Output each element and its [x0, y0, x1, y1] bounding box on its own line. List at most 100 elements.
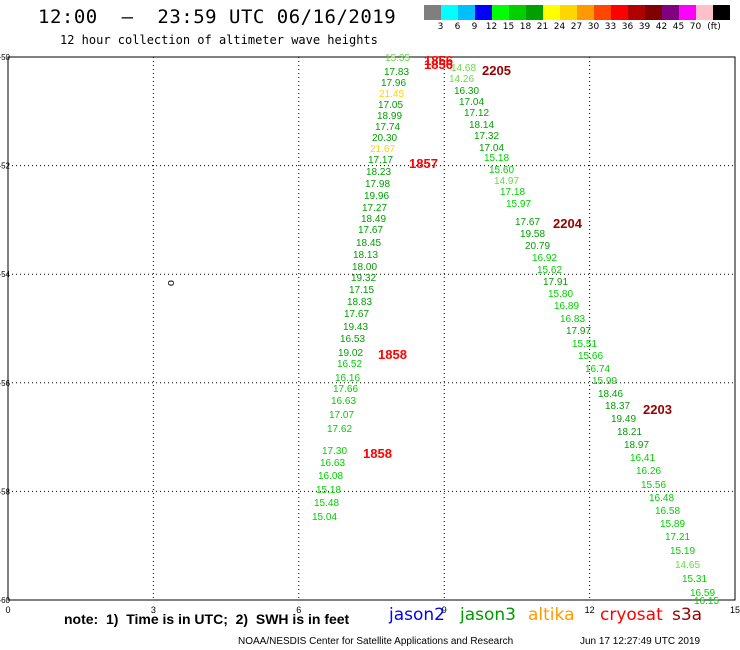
color-scale-label: 6	[454, 22, 461, 32]
track-right-value: 16.89	[554, 301, 579, 312]
color-scale-label: 9	[471, 22, 478, 32]
legend-jason3: jason3	[460, 605, 516, 625]
track-left-value: 17.17	[368, 155, 393, 166]
color-swatch	[713, 5, 730, 20]
color-scale-label: 12	[485, 22, 498, 32]
track-left-value: 21.45	[379, 89, 404, 100]
track-right-value: 16.92	[532, 253, 557, 264]
y-tick-label: -52	[0, 162, 11, 171]
color-scale-label: 30	[587, 22, 600, 32]
color-swatch	[645, 5, 662, 20]
color-swatch	[458, 5, 475, 20]
color-swatch	[611, 5, 628, 20]
track-right-value: 15.99	[592, 376, 617, 387]
color-swatch	[475, 5, 492, 20]
track-right-value: 17.91	[543, 277, 568, 288]
track-left-value: 15.04	[312, 512, 337, 523]
color-swatch	[509, 5, 526, 20]
track-left-value: 16.16	[335, 373, 360, 384]
track-right-value: 15.18	[484, 153, 509, 164]
track-right-value: 16.74	[585, 364, 610, 375]
track-left-value: 15.35	[385, 53, 410, 64]
page-title: 12:00 – 23:59 UTC 06/16/2019	[38, 6, 397, 28]
color-scale-label: 42	[655, 22, 668, 32]
y-tick-label: -54	[0, 270, 11, 279]
time-label: 1858	[378, 347, 407, 362]
track-left-value: 16.52	[337, 359, 362, 370]
track-left-value: 17.67	[344, 309, 369, 320]
track-left-value: 18.00	[352, 262, 377, 273]
station-marker: o	[165, 280, 177, 286]
legend-jason2: jason2	[389, 605, 445, 625]
track-left-value: 18.49	[361, 214, 386, 225]
color-swatch	[560, 5, 577, 20]
color-scale-label: 3	[437, 22, 444, 32]
track-left-value: 17.05	[378, 100, 403, 111]
time-label: 1856	[424, 53, 453, 68]
x-tick-label: 15	[730, 605, 740, 615]
track-left-value: 20.30	[372, 133, 397, 144]
color-scale-unit: (ft)	[707, 22, 721, 32]
track-right-value: 18.21	[617, 427, 642, 438]
track-right-value: 15.97	[506, 199, 531, 210]
track-left-value: 15.18	[316, 485, 341, 496]
track-right-value: 14.97	[494, 176, 519, 187]
track-right-value: 14.65	[675, 560, 700, 571]
time-label: 1857	[409, 156, 438, 171]
color-scale-bar	[424, 5, 730, 20]
track-right-value: 17.04	[479, 143, 504, 154]
track-left-value: 18.13	[353, 250, 378, 261]
color-swatch	[441, 5, 458, 20]
footer-credit: NOAA/NESDIS Center for Satellite Applica…	[238, 636, 514, 647]
color-swatch	[492, 5, 509, 20]
track-right-value: 20.79	[525, 241, 550, 252]
y-tick-label: -50	[0, 53, 11, 62]
track-right-value: 14.26	[449, 74, 474, 85]
color-swatch	[526, 5, 543, 20]
track-right-value: 15.62	[537, 265, 562, 276]
track-left-value: 17.07	[329, 410, 354, 421]
track-right-value: 16.48	[649, 493, 674, 504]
track-right-value: 16.15	[694, 596, 719, 607]
track-left-value: 17.74	[375, 122, 400, 133]
track-right-value: 18.37	[605, 401, 630, 412]
track-left-value: 19.43	[343, 322, 368, 333]
track-right-value: 16.26	[636, 466, 661, 477]
color-swatch	[679, 5, 696, 20]
track-right-value: 17.18	[500, 187, 525, 198]
track-right-value: 15.89	[660, 519, 685, 530]
color-scale-label: 24	[553, 22, 566, 32]
color-swatch	[696, 5, 713, 20]
track-right-value: 17.32	[474, 131, 499, 142]
color-swatch	[577, 5, 594, 20]
track-right-value: 15.31	[682, 574, 707, 585]
y-tick-label: -60	[0, 596, 11, 605]
track-left-value: 18.45	[356, 238, 381, 249]
color-scale-label: 33	[604, 22, 617, 32]
color-scale-label: 15	[502, 22, 515, 32]
color-swatch	[662, 5, 679, 20]
track-right-value: 17.97	[566, 326, 591, 337]
track-left-value: 18.99	[377, 111, 402, 122]
track-left-value: 15.48	[314, 498, 339, 509]
track-right-value: 17.12	[464, 108, 489, 119]
track-left-value: 16.53	[340, 334, 365, 345]
y-tick-label: -56	[0, 379, 11, 388]
color-scale-label: 70	[689, 22, 702, 32]
track-right-value: 18.97	[624, 440, 649, 451]
track-right-value: 15.56	[641, 480, 666, 491]
time-label: 1858	[363, 446, 392, 461]
time-label: 2204	[553, 216, 583, 231]
color-swatch	[543, 5, 560, 20]
track-right-value: 15.60	[489, 165, 514, 176]
track-right-value: 15.19	[670, 546, 695, 557]
track-left-value: 17.15	[349, 285, 374, 296]
track-right-value: 18.14	[469, 120, 494, 131]
time-label: 2203	[643, 402, 672, 417]
color-scale-label: 18	[519, 22, 532, 32]
track-right-value: 15.80	[548, 289, 573, 300]
track-left-value: 17.83	[384, 67, 409, 78]
time-label: 2205	[482, 63, 511, 78]
